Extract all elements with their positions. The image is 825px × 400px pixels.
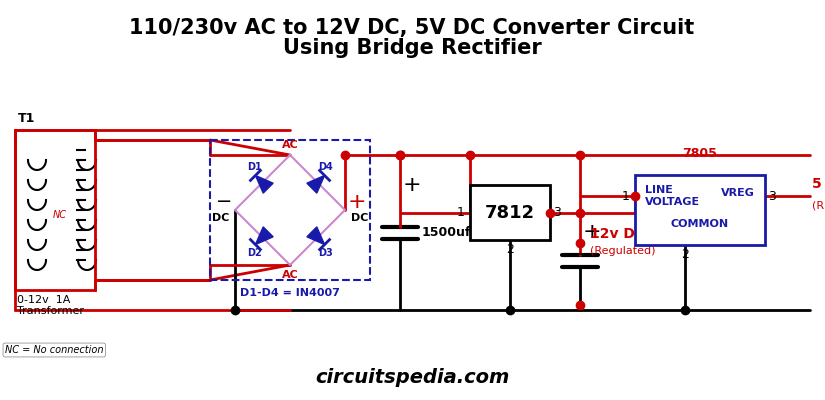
Text: −: − [568, 245, 585, 264]
Text: AC: AC [281, 270, 299, 280]
Text: 5: 5 [812, 177, 822, 191]
Text: −: − [215, 192, 232, 212]
Polygon shape [307, 176, 324, 193]
Text: T1: T1 [18, 112, 35, 125]
Bar [15, 130, 95, 290]
Text: 3: 3 [553, 206, 561, 219]
Text: 1: 1 [457, 206, 465, 219]
Text: Using Bridge Rectifier: Using Bridge Rectifier [283, 38, 541, 58]
Text: COMMON: COMMON [671, 219, 729, 229]
Bar [470, 185, 550, 240]
Text: +: + [583, 222, 601, 242]
Text: 1: 1 [622, 190, 630, 202]
Text: D2: D2 [248, 248, 262, 258]
Text: 7812: 7812 [485, 204, 535, 222]
Text: 2: 2 [506, 243, 514, 256]
Text: Transformer: Transformer [17, 306, 84, 316]
Text: VREG: VREG [721, 188, 755, 198]
Text: D3: D3 [318, 248, 332, 258]
Text: 1500uf: 1500uf [422, 226, 471, 239]
Text: (Regulated): (Regulated) [590, 246, 656, 256]
Text: 110/230v AC to 12V DC, 5V DC Converter Circuit: 110/230v AC to 12V DC, 5V DC Converter C… [130, 18, 695, 38]
Text: DC: DC [212, 213, 229, 223]
Polygon shape [307, 227, 324, 244]
Bar [210, 140, 370, 280]
Text: D1: D1 [248, 162, 262, 172]
Text: 7805: 7805 [682, 147, 718, 160]
Text: +: + [403, 175, 422, 195]
Text: LINE
VOLTAGE: LINE VOLTAGE [645, 185, 700, 207]
Text: DC: DC [351, 213, 368, 223]
Text: (R: (R [812, 201, 824, 211]
Text: NC: NC [53, 210, 67, 220]
Text: D4: D4 [318, 162, 332, 172]
Text: 2: 2 [681, 248, 689, 261]
Text: 0-12v  1A: 0-12v 1A [17, 295, 70, 305]
Bar [635, 175, 765, 245]
Text: circuitspedia.com: circuitspedia.com [315, 368, 509, 387]
Polygon shape [256, 227, 273, 244]
Text: NC = No connection: NC = No connection [5, 345, 103, 355]
Text: D1-D4 = IN4007: D1-D4 = IN4007 [240, 288, 340, 298]
Text: 12v DC: 12v DC [590, 227, 645, 241]
Text: AC: AC [281, 140, 299, 150]
Text: +: + [348, 192, 366, 212]
Polygon shape [256, 176, 273, 193]
Text: 3: 3 [768, 190, 776, 202]
